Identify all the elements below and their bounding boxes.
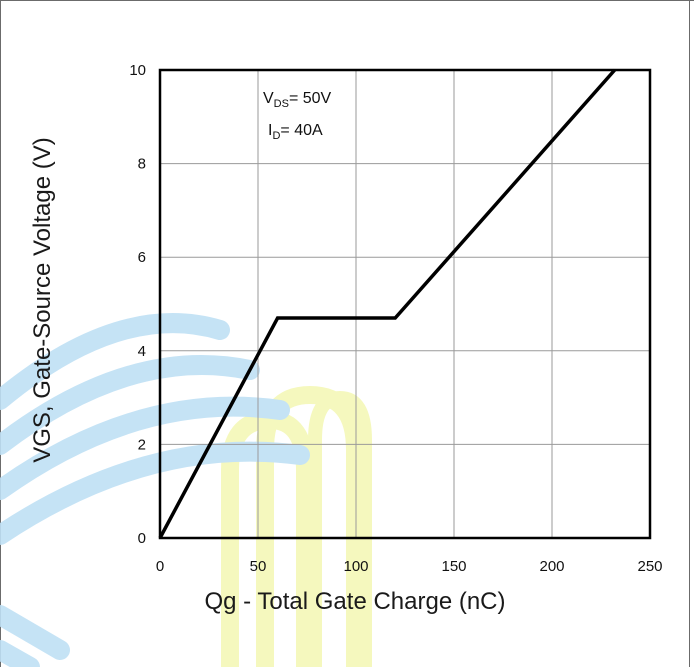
grid — [160, 70, 650, 538]
y-tick-labels: 0 2 4 6 8 10 — [129, 62, 146, 547]
y-tick-label: 8 — [138, 156, 146, 173]
x-axis-label: Qg - Total Gate Charge (nC) — [204, 588, 505, 615]
y-tick-label: 2 — [138, 436, 146, 453]
y-tick-label: 4 — [138, 343, 146, 360]
top-border — [0, 0, 694, 1]
x-tick-label: 200 — [539, 558, 564, 575]
x-tick-labels: 0 50 100 150 200 250 — [156, 558, 663, 575]
y-tick-label: 0 — [138, 530, 146, 547]
annotation: VDS= 50V ID= 40A — [263, 90, 332, 142]
x-tick-label: 100 — [343, 558, 368, 575]
vds-annotation: VDS= 50V — [263, 90, 332, 110]
y-tick-label: 6 — [138, 249, 146, 266]
x-tick-label: 50 — [250, 558, 267, 575]
x-tick-label: 250 — [637, 558, 662, 575]
series — [158, 68, 617, 539]
plot-frame — [158, 68, 652, 540]
watermark — [0, 313, 372, 667]
id-annotation: ID= 40A — [268, 122, 323, 142]
x-tick-label: 0 — [156, 558, 164, 575]
series-line — [158, 68, 617, 539]
y-tick-label: 10 — [129, 62, 146, 79]
y-axis-label: VGS, Gate-Source Voltage (V) — [29, 137, 56, 463]
watermark-blue-bands — [0, 313, 310, 667]
watermark-yellow-arches — [221, 385, 372, 667]
x-tick-label: 150 — [441, 558, 466, 575]
